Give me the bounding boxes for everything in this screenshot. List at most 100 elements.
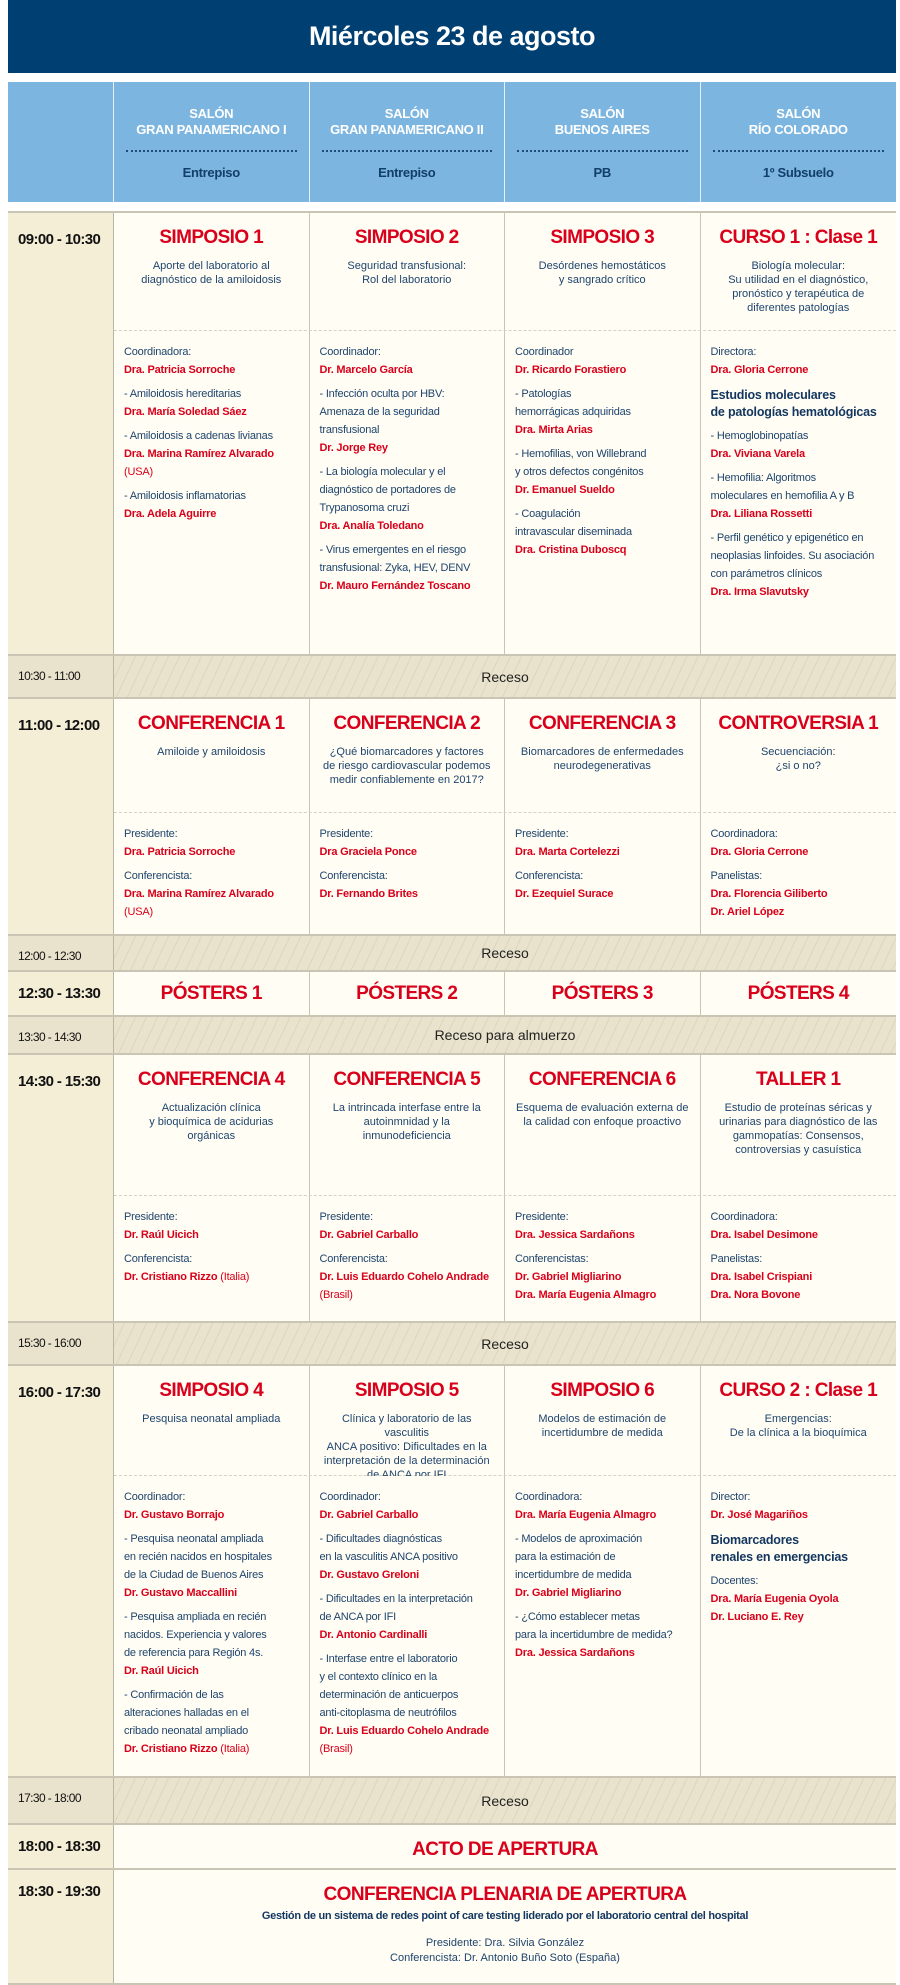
session-title: SIMPOSIO 1 <box>159 227 264 248</box>
room-floor: PB <box>593 165 612 180</box>
room-name: SALÓN RÍO COLORADO <box>748 106 848 137</box>
break-band: Receso <box>114 936 896 970</box>
session-title: CONFERENCIA 6 <box>528 1069 676 1090</box>
time-slot: 09:00 - 10:30 <box>8 213 114 654</box>
detail-name: Dr. Luis Eduardo Cohelo Andrade <box>319 1725 490 1737</box>
session-title: SIMPOSIO 3 <box>550 227 655 248</box>
plenary-title: ACTO DE APERTURA <box>412 1839 598 1860</box>
detail-role: Coordinador <box>515 346 574 358</box>
session-description: Modelos de estimación de incertidumbre d… <box>538 1413 667 1439</box>
session-description: Esquema de evaluación externa de la cali… <box>516 1102 689 1128</box>
session-description: Desórdenes hemostáticos y sangrado críti… <box>538 260 666 286</box>
detail-name: Dra. Florencia Giliberto <box>710 888 828 900</box>
detail-topic: - Confirmación de las alteraciones halla… <box>124 1689 249 1737</box>
session-title: CONFERENCIA 3 <box>528 713 676 734</box>
session-detail-cell: Coordinadora: Dra. María Eugenia Almagro -… <box>505 1476 701 1776</box>
session-header-cell: SIMPOSIO 1 Aporte del laboratorio al diag… <box>114 213 310 330</box>
session-title: CONTROVERSIA 1 <box>718 713 879 734</box>
detail-heading: Estudios moleculares de patologías hemat… <box>710 388 877 419</box>
detail-topic: - Hemofilia: Algoritmos moleculares en h… <box>710 472 855 502</box>
plenary-band: ACTO DE APERTURA <box>114 1825 896 1868</box>
session-detail-cell: Presidente: Dra. Patricia Sorroche Confere… <box>114 813 310 934</box>
session-header-cell: SIMPOSIO 4 Pesquisa neonatal ampliada <box>114 1366 310 1475</box>
detail-name: Dr. Emanuel Sueldo <box>515 484 615 496</box>
detail-topic: - Pesquisa neonatal ampliada en recién n… <box>124 1533 272 1581</box>
poster-cell: PÓSTERS 3 <box>505 972 701 1015</box>
detail-role: Directora: <box>710 346 757 358</box>
time-slot: 18:30 - 19:30 <box>8 1870 114 1983</box>
session-detail-cell: Presidente: Dra Graciela Ponce Conferencis… <box>310 813 505 934</box>
detail-name: Dr. Mauro Fernández Toscano <box>319 580 471 592</box>
detail-role: Coordinador: <box>124 1491 186 1503</box>
detail-name: Dr. Luciano E. Rey <box>710 1611 804 1623</box>
detail-role: Conferencista: <box>515 870 584 882</box>
session-title: SIMPOSIO 6 <box>550 1380 655 1401</box>
detail-name: Dra. Cristina Duboscq <box>515 544 627 556</box>
detail-topic: - Amiloidosis a cadenas livianas <box>124 430 273 442</box>
session-header-cell: CONFERENCIA 3 Biomarcadores de enfermedad… <box>505 699 701 812</box>
session-description: La intrincada interfase entre la autoinm… <box>332 1102 481 1142</box>
detail-name: Dra. María Eugenia Almagro <box>515 1289 657 1301</box>
detail-topic: - Modelos de aproximación para la estima… <box>515 1533 643 1581</box>
detail-role: Coordinadora: <box>710 828 778 840</box>
session-details: Coordinadora: Dra. Patricia Sorroche - Ami… <box>114 331 896 654</box>
room-floor: Entrepiso <box>182 165 241 180</box>
break-band: Receso <box>114 1778 896 1823</box>
session-title: CONFERENCIA 4 <box>137 1069 285 1090</box>
detail-role: Coordinadora: <box>710 1211 778 1223</box>
detail-role: Coordinadora: <box>515 1491 583 1503</box>
detail-role: Director: <box>710 1491 751 1503</box>
page-title: Miércoles 23 de agosto <box>8 0 896 73</box>
session-detail-cell: Coordinador: Dr. Gabriel Carballo - Dificu… <box>310 1476 505 1776</box>
detail-role: Conferencista: <box>124 870 193 882</box>
detail-name: Dr. Luis Eduardo Cohelo Andrade <box>319 1271 490 1283</box>
detail-name: Dra. Marina Ramírez Alvarado <box>124 448 274 460</box>
session-cells: SIMPOSIO 1 Aporte del laboratorio al diag… <box>114 213 896 654</box>
session-detail-cell: Coordinador: Dr. Marcelo García - Infecció… <box>310 331 505 654</box>
session-description: Clínica y laboratorio de las vasculitis … <box>323 1413 490 1481</box>
detail-role: Presidente: <box>124 1211 178 1223</box>
time-slot: 14:30 - 15:30 <box>8 1055 114 1321</box>
plenary-subtitle: Gestión de un sistema de redes point of … <box>261 1910 749 1922</box>
detail-name: Dra. Isabel Crispiani <box>710 1271 813 1283</box>
session-detail-cell: Presidente: Dr. Gabriel Carballo Conferenc… <box>310 1196 505 1321</box>
session-titles: CONFERENCIA 1 Amiloide y amiloidosis CONFE… <box>114 699 896 813</box>
room-name: SALÓN BUENOS AIRES <box>554 106 650 137</box>
session-description: ¿Qué biomarcadores y factores de riesgo … <box>322 746 491 786</box>
speaker-country: (Italia) <box>220 1743 250 1755</box>
plenary-band: CONFERENCIA PLENARIA DE APERTURA Gestión … <box>114 1870 896 1983</box>
time-slot: 18:00 - 18:30 <box>8 1825 114 1868</box>
session-description: Pesquisa neonatal ampliada <box>142 1413 281 1425</box>
room-header: SALÓN GRAN PANAMERICANO I Entrepiso SALÓN … <box>8 82 896 202</box>
poster-title: PÓSTERS 3 <box>551 982 654 1004</box>
detail-role: Coordinador: <box>319 346 381 358</box>
detail-name: Dra. Irma Slavutsky <box>710 586 810 598</box>
session-title: CONFERENCIA 5 <box>333 1069 481 1090</box>
speaker-name: Dr. Cristiano Rizzo <box>124 1743 218 1755</box>
detail-role: Presidente: <box>319 828 374 840</box>
schedule-row-poster: 12:30 - 13:30 PÓSTERS 1 PÓSTERS 2 PÓSTERS 3… <box>8 972 896 1017</box>
schedule-row-break: 12:00 - 12:30 Receso <box>8 936 896 972</box>
session-description: Aporte del laboratorio al diagnóstico de… <box>141 260 282 286</box>
detail-name: Dra. María Eugenia Oyola <box>710 1593 839 1605</box>
detail-name: Dr. Gustavo Borrajo <box>124 1509 225 1521</box>
speaker-country: (Italia) <box>220 1271 250 1283</box>
time-slot: 11:00 - 12:00 <box>8 699 114 934</box>
detail-role: Panelistas: <box>710 1253 763 1265</box>
detail-country: (Brasil) <box>319 1743 353 1755</box>
schedule-row-session: 14:30 - 15:30 CONFERENCIA 4 Actualización … <box>8 1055 896 1323</box>
session-detail-cell: Coordinador: Dr. Gustavo Borrajo - Pesquis… <box>114 1476 310 1776</box>
poster-cell: PÓSTERS 2 <box>310 972 505 1015</box>
dotted-divider <box>712 150 884 152</box>
detail-topic: - Coagulación intravascular diseminada <box>515 508 632 538</box>
detail-name: Dr. Gabriel Migliarino <box>515 1271 622 1283</box>
detail-name: Dra. Liliana Rossetti <box>710 508 813 520</box>
detail-country: (USA) <box>124 906 153 918</box>
detail-name: Dra. Patricia Sorroche <box>124 364 236 376</box>
session-titles: CONFERENCIA 4 Actualización clínica y bio… <box>114 1055 896 1196</box>
detail-name: Dra. Marta Cortelezzi <box>515 846 620 858</box>
session-header-cell: CONTROVERSIA 1 Secuenciación: ¿si o no? <box>701 699 897 812</box>
detail-role: Coordinadora: <box>124 346 192 358</box>
session-title: SIMPOSIO 4 <box>159 1380 264 1401</box>
poster-title: PÓSTERS 2 <box>356 982 458 1004</box>
